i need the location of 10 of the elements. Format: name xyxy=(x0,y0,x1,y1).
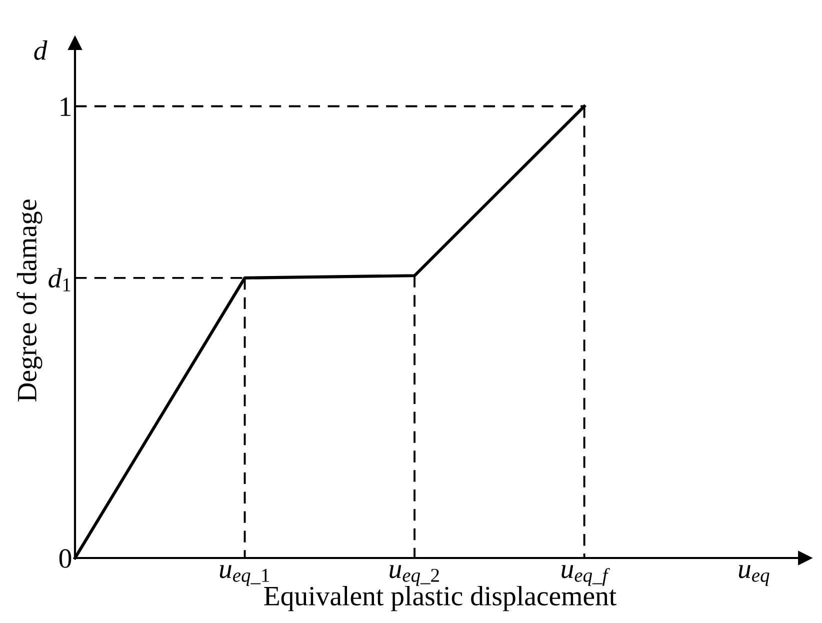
y-tick-label: 1 xyxy=(60,98,71,116)
y-tick-label: 0 xyxy=(59,549,72,568)
x-tick-label: u$_{eq_1}$ xyxy=(220,565,270,586)
x-axis-title: Equivalent plastic displacement xyxy=(264,586,616,612)
x-tick-label: u$_{eq}$ xyxy=(738,565,770,586)
text: d xyxy=(34,40,48,60)
x-tick-label: u$_{eq_f}$ xyxy=(562,565,610,586)
x-tick-label: u$_{eq_2}$ xyxy=(390,565,439,586)
y-tick-label: d$_{1}$ xyxy=(48,268,70,292)
y-axis-title: Degree of damage xyxy=(16,200,42,402)
